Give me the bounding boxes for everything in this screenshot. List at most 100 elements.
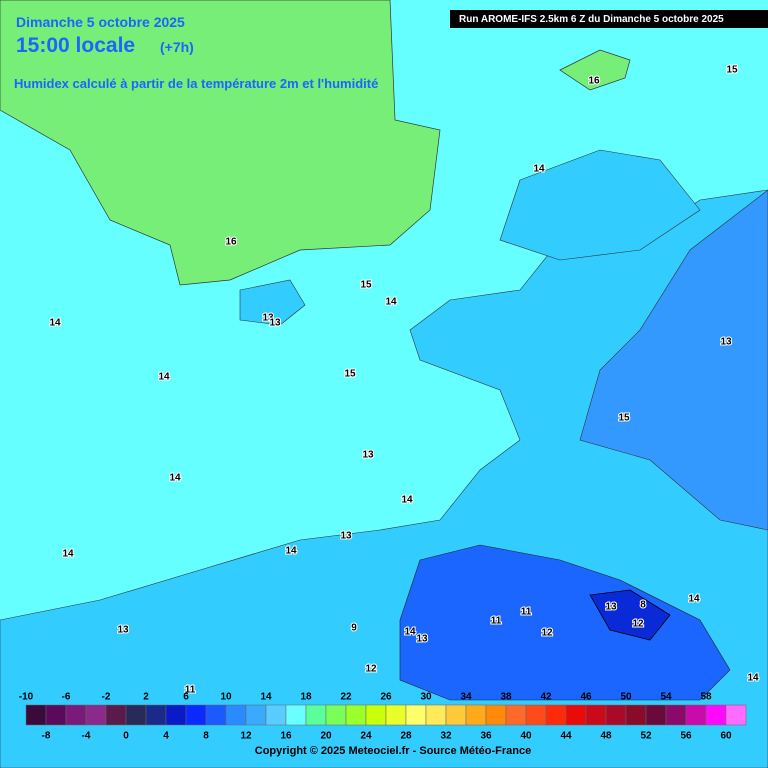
legend-label: 24	[360, 731, 372, 742]
legend-label: 6	[183, 692, 189, 703]
legend-label: 48	[600, 731, 612, 742]
run-banner	[450, 10, 768, 28]
contour-label: 14	[169, 473, 181, 484]
legend-cell	[125, 704, 147, 726]
legend-label: 52	[640, 731, 652, 742]
land	[559, 49, 631, 91]
legend-cell	[225, 704, 247, 726]
legend-cell	[165, 704, 187, 726]
legend-label: 18	[300, 692, 312, 703]
contour-label: 14	[401, 495, 413, 506]
legend-label: 2	[143, 692, 149, 703]
humidex-zone	[499, 149, 701, 261]
legend-cell	[305, 704, 327, 726]
contour-label: 14	[385, 297, 397, 308]
contour-label: 14	[533, 164, 545, 175]
contour-label: 14	[158, 372, 170, 383]
legend-label: 36	[480, 731, 492, 742]
contour-label: 11	[491, 616, 502, 627]
legend-cell	[485, 704, 507, 726]
contour-label: 15	[618, 413, 630, 424]
legend-label: 30	[420, 692, 432, 703]
legend-label: 40	[520, 731, 532, 742]
contour-label: 13	[262, 313, 274, 324]
run-label: Run AROME-IFS 2.5km 6 Z du Dimanche 5 oc…	[459, 14, 724, 25]
legend-cell	[685, 704, 707, 726]
legend-cell	[345, 704, 367, 726]
legend-cell	[625, 704, 647, 726]
contour-label: 13	[416, 634, 428, 645]
legend-label: -6	[62, 692, 71, 703]
contour-label: 14	[49, 318, 61, 329]
contour-label: 8	[640, 600, 646, 611]
legend-cell	[705, 704, 727, 726]
contour-label: 14	[285, 546, 297, 557]
legend-label: 14	[260, 692, 272, 703]
contour-label: 9	[351, 623, 357, 634]
legend-cell	[385, 704, 407, 726]
legend-label: 0	[123, 731, 129, 742]
subtitle: Humidex calculé à partir de la températu…	[14, 76, 378, 91]
legend-cell	[545, 704, 567, 726]
legend-label: -8	[42, 731, 51, 742]
legend-label: 34	[460, 692, 472, 703]
legend-cell	[465, 704, 487, 726]
contour-label: 12	[365, 664, 377, 675]
legend-cell	[605, 704, 627, 726]
humidex-zone	[399, 544, 731, 701]
legend-label: 32	[440, 731, 452, 742]
contour-label: 14	[62, 549, 74, 560]
legend-cell	[665, 704, 687, 726]
contour-label: 11	[521, 607, 532, 618]
legend-cell	[405, 704, 427, 726]
legend-cell	[105, 704, 127, 726]
contour-label: 13	[340, 531, 352, 542]
contour-label: 15	[360, 280, 372, 291]
legend-label: 44	[560, 731, 572, 742]
legend-cell	[445, 704, 467, 726]
time: 15:00 locale	[16, 34, 135, 57]
legend-label: 10	[220, 692, 232, 703]
contour-label: 13	[117, 625, 129, 636]
humidex-zone	[579, 189, 768, 531]
legend-cell	[265, 704, 287, 726]
legend-cell	[645, 704, 667, 726]
legend-cell	[65, 704, 87, 726]
legend-label: 56	[680, 731, 692, 742]
humidex-zone	[239, 279, 306, 326]
legend-cell	[25, 704, 47, 726]
contour-label: 15	[344, 369, 356, 380]
contour-label: 13	[362, 450, 374, 461]
legend-label: 46	[580, 692, 592, 703]
legend-cell	[585, 704, 607, 726]
contour-label: 13	[720, 337, 732, 348]
legend-cell	[145, 704, 167, 726]
legend-cell	[425, 704, 447, 726]
contour-label: 16	[588, 76, 600, 87]
contour-label: 13	[269, 318, 281, 329]
contour-label: 14	[688, 594, 700, 605]
humidex-zone	[589, 589, 671, 641]
contour-label: 14	[747, 673, 759, 684]
legend-cell	[525, 704, 547, 726]
lead: (+7h)	[160, 39, 194, 55]
legend-cell	[185, 704, 207, 726]
legend-cell	[285, 704, 307, 726]
legend-label: 38	[500, 692, 512, 703]
legend-label: 60	[720, 731, 732, 742]
contour-label: 13	[605, 602, 617, 613]
contour-label: 14	[404, 627, 416, 638]
legend-label: 4	[163, 731, 169, 742]
legend-cell	[565, 704, 587, 726]
legend-cell	[245, 704, 267, 726]
copyright: Copyright © 2025 Meteociel.fr - Source M…	[255, 745, 531, 757]
legend-label: 58	[700, 692, 712, 703]
legend-label: -4	[82, 731, 91, 742]
land	[0, 0, 441, 286]
legend-cell	[725, 704, 747, 726]
contour-label: 12	[541, 628, 553, 639]
legend-cell	[365, 704, 387, 726]
legend-label: -2	[102, 692, 111, 703]
